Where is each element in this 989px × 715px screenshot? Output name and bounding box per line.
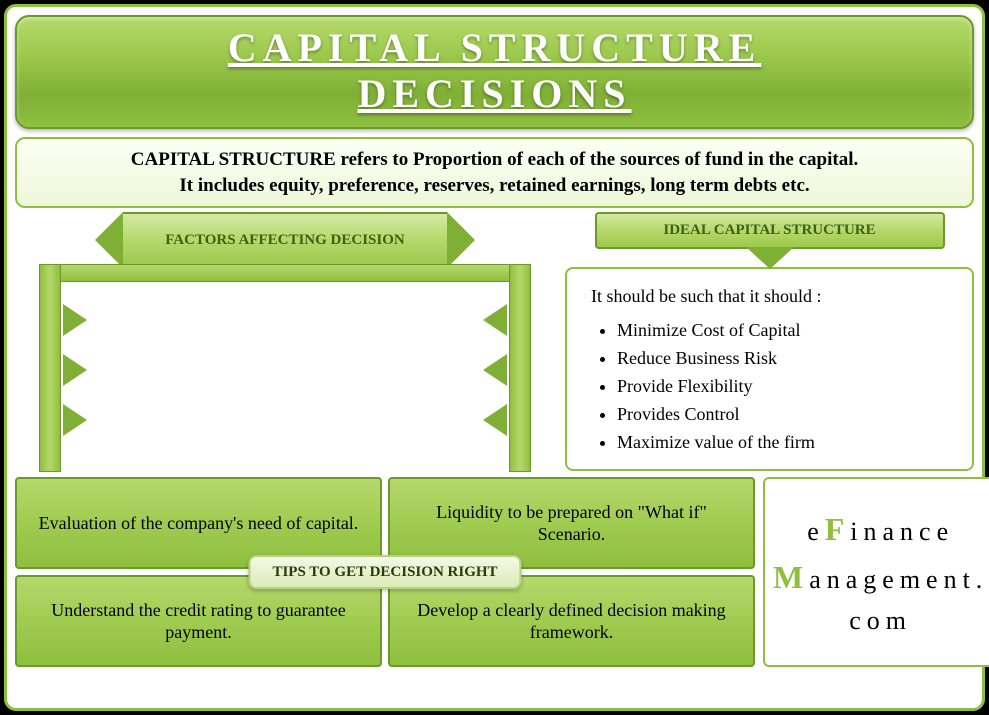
frame-left-bar: [39, 264, 61, 472]
triangle-right-icon: [63, 304, 87, 336]
ideal-content-box: It should be such that it should : Minim…: [565, 267, 974, 471]
branding-text: eFinance Management. com: [773, 505, 988, 640]
main-title: CAPITAL STRUCTURE DECISIONS: [17, 25, 972, 117]
infographic-canvas: CAPITAL STRUCTURE DECISIONS CAPITAL STRU…: [4, 4, 985, 711]
tips-grid: Evaluation of the company's need of capi…: [15, 477, 755, 667]
frame-right-bar: [509, 264, 531, 472]
branding-box: eFinance Management. com: [763, 477, 989, 667]
list-item: Maximize value of the firm: [617, 429, 954, 457]
frame-top-bar: [39, 264, 531, 282]
factor-arrows-left: [63, 304, 87, 436]
triangle-left-icon: [483, 404, 507, 436]
brand-post: inance: [850, 517, 954, 546]
factors-column: FACTORS AFFECTING DECISION: [15, 212, 555, 471]
ideal-header-label: IDEAL CAPITAL STRUCTURE: [595, 212, 945, 249]
brand-cap-f: F: [825, 511, 851, 547]
bottom-row: Evaluation of the company's need of capi…: [15, 477, 974, 667]
brand-post2: anagement.: [809, 565, 988, 594]
title-line-1: CAPITAL STRUCTURE: [228, 25, 762, 70]
brand-cap-m: M: [773, 559, 809, 595]
title-banner: CAPITAL STRUCTURE DECISIONS: [15, 15, 974, 129]
list-item: Minimize Cost of Capital: [617, 317, 954, 345]
brand-pre: e: [807, 517, 825, 546]
definition-box: CAPITAL STRUCTURE refers to Proportion o…: [15, 137, 974, 208]
factors-frame: [15, 264, 555, 464]
factor-arrows-right: [483, 304, 507, 436]
factors-header-label: FACTORS AFFECTING DECISION: [123, 212, 447, 268]
list-item: Provides Control: [617, 401, 954, 429]
arrow-left-icon: [95, 212, 123, 268]
triangle-right-icon: [63, 354, 87, 386]
ideal-header: IDEAL CAPITAL STRUCTURE: [595, 212, 945, 269]
definition-line-2: It includes equity, preference, reserves…: [179, 175, 809, 196]
arrow-right-icon: [447, 212, 475, 268]
title-line-2: DECISIONS: [357, 71, 631, 116]
brand-line3: com: [849, 606, 912, 635]
definition-line-1: CAPITAL STRUCTURE refers to Proportion o…: [131, 149, 858, 170]
ideal-intro: It should be such that it should :: [591, 283, 954, 311]
list-item: Reduce Business Risk: [617, 345, 954, 373]
chevron-down-icon: [746, 247, 794, 269]
triangle-right-icon: [63, 404, 87, 436]
middle-row: FACTORS AFFECTING DECISION: [15, 212, 974, 471]
tips-center-label: TIPS TO GET DECISION RIGHT: [248, 555, 521, 589]
ideal-column: IDEAL CAPITAL STRUCTURE It should be suc…: [565, 212, 974, 471]
ideal-bullet-list: Minimize Cost of Capital Reduce Business…: [591, 317, 954, 456]
triangle-left-icon: [483, 354, 507, 386]
list-item: Provide Flexibility: [617, 373, 954, 401]
triangle-left-icon: [483, 304, 507, 336]
factors-header-tab: FACTORS AFFECTING DECISION: [95, 212, 475, 268]
